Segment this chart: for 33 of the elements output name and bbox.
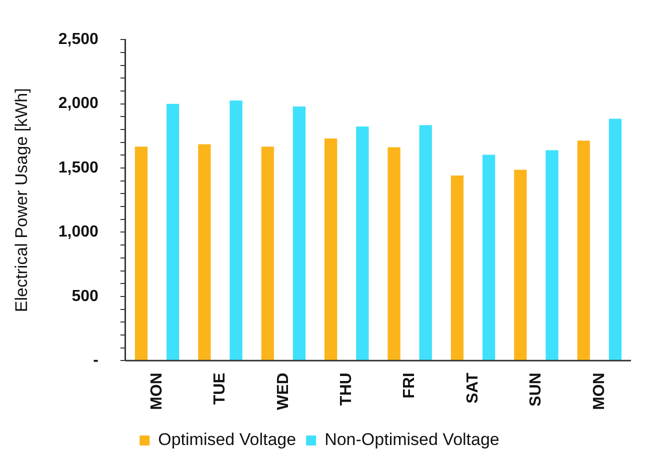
y-tick-label: 1,500 xyxy=(58,159,99,176)
x-tick-label: SUN xyxy=(528,372,545,406)
bar xyxy=(166,104,180,360)
x-tick-label: MON xyxy=(590,372,608,410)
y-tick-label: 2,500 xyxy=(58,31,99,48)
bar xyxy=(324,138,338,360)
x-tick-label: FRI xyxy=(401,372,418,398)
legend-label: Optimised Voltage xyxy=(158,430,296,450)
bar xyxy=(356,126,369,360)
bar xyxy=(546,150,558,360)
bar xyxy=(419,125,432,360)
legend-label: Non-Optimised Voltage xyxy=(324,430,500,450)
bar xyxy=(261,146,274,360)
x-tick-label: THU xyxy=(338,372,356,406)
x-tick-label: SAT xyxy=(464,372,482,404)
bar xyxy=(292,106,306,360)
bar xyxy=(388,147,400,360)
bar xyxy=(514,170,527,360)
x-tick-label: WED xyxy=(274,372,292,410)
y-tick-label: 500 xyxy=(72,288,99,305)
x-tick-label: TUE xyxy=(212,372,229,405)
y-tick-label: - xyxy=(93,352,98,370)
bar xyxy=(608,118,622,360)
bar xyxy=(198,144,211,360)
y-axis-title: Electrical Power Usage [kWh] xyxy=(12,88,31,312)
bar xyxy=(450,175,464,360)
x-tick-label: MON xyxy=(148,372,166,410)
y-tick-label: 1,000 xyxy=(58,224,99,241)
bar xyxy=(134,146,148,360)
bar xyxy=(230,100,242,360)
bar xyxy=(482,154,496,360)
y-tick-label: 2,000 xyxy=(58,95,99,112)
bar xyxy=(577,140,590,360)
